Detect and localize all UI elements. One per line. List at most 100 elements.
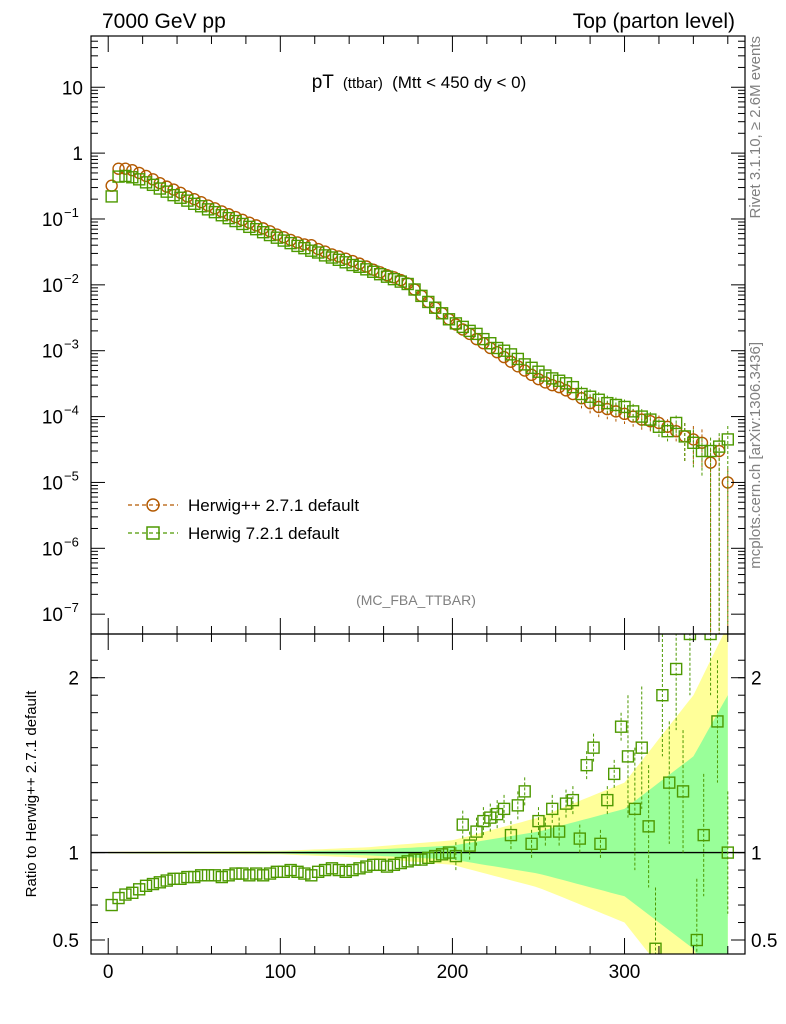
ratio-point-80: [656, 689, 669, 702]
ratio-point-35: [346, 863, 359, 877]
point-herwig7-69: [583, 390, 597, 403]
point-herwig7-55: [484, 337, 497, 350]
point-herwigpp-62: [532, 372, 545, 386]
ratio-point-46: [422, 851, 435, 865]
point-herwig7-54: [477, 332, 490, 346]
point-herwig7-42: [394, 275, 407, 288]
point-herwigpp-4: [132, 166, 146, 180]
ratio-point-8: [160, 874, 173, 887]
point-herwig7-8: [160, 185, 173, 198]
ratio-point-84: [683, 634, 697, 641]
ratio-point-55: [484, 811, 497, 824]
point-herwigpp-16: [215, 205, 229, 218]
point-herwig7-0: [105, 190, 118, 203]
ratio-point-29: [305, 869, 318, 882]
point-herwig7-56: [490, 341, 504, 355]
ratio-point-21: [250, 867, 263, 880]
ratio-point-76: [628, 802, 642, 816]
point-herwig7-19: [236, 217, 249, 231]
ratio-point-0: [105, 898, 118, 912]
point-herwigpp-1: [112, 162, 125, 175]
point-herwigpp-67: [566, 387, 580, 401]
ratio-point-57: [497, 802, 511, 816]
ratio-point-36: [353, 862, 366, 875]
ratio-point-30: [311, 865, 325, 879]
legend-marker-herwig7: [146, 526, 160, 540]
legend-label-herwig7: Herwig 7.2.1 default: [188, 524, 339, 543]
point-herwig7-28: [298, 242, 311, 255]
main-ytick-exp-2: −1: [64, 205, 79, 220]
main-ytick-label-7: 10: [42, 539, 63, 560]
ratio-point-13: [194, 869, 208, 882]
ratio-point-38: [367, 858, 380, 872]
point-herwig7-84: [712, 440, 726, 453]
ratio-point-81: [663, 776, 676, 789]
plot-title-main: pT: [312, 72, 335, 93]
point-herwigpp-22: [256, 222, 270, 235]
ratio-point-74: [614, 720, 628, 733]
point-herwig7-33: [332, 253, 346, 267]
point-herwig7-22: [256, 225, 270, 239]
ratio-point-75: [621, 750, 635, 763]
point-herwig7-31: [318, 249, 332, 262]
point-herwigpp-70: [592, 400, 605, 414]
point-herwig7-50: [449, 317, 463, 330]
main-ytick-label-1: 1: [72, 144, 83, 165]
point-herwigpp-63: [539, 376, 552, 389]
legend: Herwig++ 2.7.1 default Herwig 7.2.1 defa…: [128, 496, 359, 543]
point-herwig7-85: [721, 433, 734, 446]
ratio-ytick-label-0: 0.5: [53, 931, 79, 952]
xtick-label-3: 300: [609, 962, 641, 983]
point-herwig7-34: [339, 256, 352, 269]
main-ytick-exp-8: −7: [64, 600, 79, 615]
point-herwigpp-14: [201, 199, 215, 212]
point-herwigpp-65: [552, 380, 566, 394]
ratio-point-12: [188, 870, 201, 884]
point-herwig7-40: [380, 270, 394, 283]
ratio-point-24: [270, 865, 284, 879]
point-herwig7-82: [695, 444, 709, 458]
ratio-point-50: [449, 849, 463, 863]
point-herwig7-61: [525, 361, 538, 375]
main-ytick-label-5: 10: [42, 408, 63, 429]
main-panel: [105, 162, 734, 634]
point-herwigpp-72: [609, 405, 623, 418]
point-herwig7-37: [360, 263, 373, 276]
point-herwig7-13: [194, 200, 208, 213]
series-herwig7: [105, 169, 734, 634]
ratio-point-52: [463, 839, 476, 852]
plot-title-rest: (Mtt < 450 dy < 0): [392, 73, 526, 92]
point-herwig7-66: [559, 377, 573, 390]
ratio-point-44: [408, 853, 421, 866]
legend-marker-herwigpp: [146, 498, 160, 512]
point-herwig7-64: [546, 372, 559, 385]
ratio-ytick-label-right-0: 0.5: [751, 931, 777, 952]
ratio-point-9: [167, 872, 180, 886]
point-herwig7-76: [644, 413, 657, 426]
point-herwig7-63: [539, 369, 552, 382]
main-ytick-exp-7: −6: [64, 534, 79, 549]
ratio-point-28: [298, 867, 311, 880]
point-herwig7-70: [592, 393, 605, 406]
header-left: 7000 GeV pp: [102, 10, 226, 33]
ratio-point-17: [222, 869, 235, 882]
point-herwig7-51: [456, 320, 469, 334]
ratio-point-51: [456, 818, 469, 831]
point-herwig7-26: [284, 236, 297, 250]
ratio-ytick-label-2: 2: [68, 669, 79, 690]
point-herwig7-3: [126, 171, 139, 184]
ratio-point-6: [146, 877, 160, 891]
point-herwig7-15: [208, 205, 222, 219]
ratio-point-54: [477, 814, 490, 828]
point-herwig7-77: [652, 420, 666, 433]
point-herwig7-27: [291, 239, 304, 253]
point-herwig7-30: [311, 246, 325, 259]
plot-title-small: (ttbar): [343, 75, 383, 92]
ratio-point-22: [256, 869, 270, 882]
point-herwig7-36: [353, 260, 366, 273]
point-herwig7-10: [174, 191, 187, 204]
ratio-point-77: [635, 741, 648, 754]
point-herwig7-23: [263, 228, 277, 242]
point-herwig7-25: [277, 234, 290, 247]
